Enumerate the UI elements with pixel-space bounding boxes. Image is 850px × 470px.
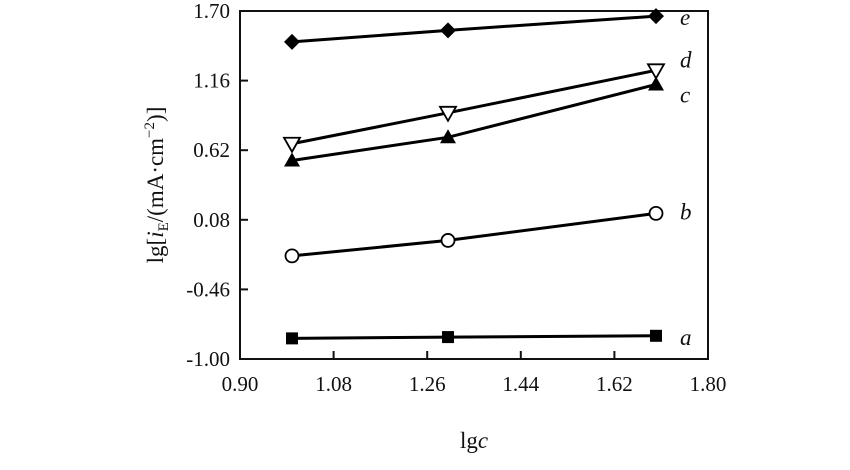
x-axis-label: lgc [460, 428, 488, 453]
x-tick-label: 0.90 [222, 372, 259, 396]
series-b: b [284, 199, 692, 264]
data-point-b [440, 233, 456, 248]
series-line-e [291, 14, 657, 44]
series-line-b [291, 211, 657, 258]
series-line-c [291, 83, 657, 162]
y-axis-ticks: -1.00 -0.46 0.08 0.62 1.16 1.70 [186, 0, 248, 371]
y-tick-label: -0.46 [186, 277, 230, 301]
data-point-d [438, 105, 458, 123]
series-line-d [291, 68, 657, 146]
data-point-b [648, 205, 664, 221]
series-label-d: d [680, 47, 692, 72]
series-c: c [284, 76, 690, 167]
y-tick-label: 1.70 [193, 0, 230, 23]
data-point-c [648, 76, 664, 91]
data-point-d [282, 136, 302, 154]
data-point-d [646, 63, 666, 81]
data-point-c [284, 152, 300, 167]
x-tick-label: 1.62 [596, 372, 633, 396]
data-point-a [442, 331, 454, 344]
x-tick-label: 1.44 [502, 372, 539, 396]
y-tick-label: 0.62 [193, 138, 230, 162]
data-point-a [650, 329, 662, 342]
data-point-c [440, 129, 456, 144]
data-point-e [440, 22, 456, 39]
series-d: d [282, 47, 692, 154]
x-axis-ticks: 0.90 1.08 1.26 1.44 1.62 1.80 [222, 351, 727, 396]
x-tick-label: 1.08 [315, 372, 352, 396]
series-e: e [284, 5, 690, 50]
series-label-c: c [680, 82, 690, 107]
series-a: a [286, 325, 692, 350]
y-tick-label: -1.00 [186, 347, 230, 371]
series-layer: a b cde [282, 5, 692, 350]
series-label-e: e [680, 5, 690, 30]
data-point-e [284, 33, 300, 50]
series-label-a: a [680, 325, 692, 350]
data-point-b [284, 248, 300, 264]
x-tick-label: 1.26 [409, 372, 446, 396]
data-point-a [286, 332, 298, 345]
series-line-a [291, 334, 657, 340]
x-tick-label: 1.80 [690, 372, 727, 396]
series-label-b: b [680, 199, 692, 224]
y-tick-label: 1.16 [193, 69, 230, 93]
plot-frame [239, 10, 709, 360]
y-tick-label: 0.08 [193, 208, 230, 232]
data-point-e [648, 8, 664, 25]
y-axis-label: lg[iE/(mA·cm−2)] [142, 107, 172, 264]
